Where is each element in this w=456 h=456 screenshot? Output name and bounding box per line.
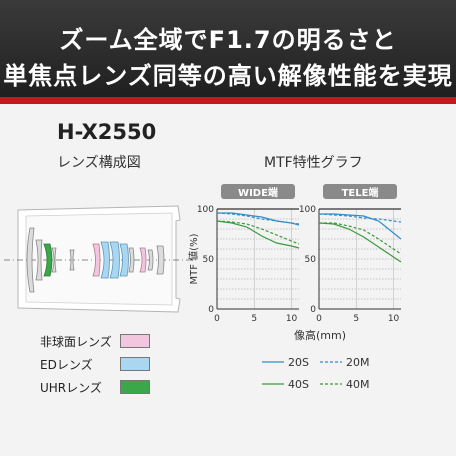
- y-tick-label: 0: [208, 305, 214, 315]
- series-40M-line: [319, 222, 402, 255]
- legend-label-40S: 40S: [288, 378, 309, 391]
- legend-label-20S: 20S: [288, 356, 309, 369]
- lens-element-aspherical-2: [139, 247, 147, 273]
- legend-label-aspherical: 非球面レンズ: [40, 335, 112, 349]
- panel-tab-0: [221, 184, 295, 199]
- lens-element-ed-2: [109, 241, 120, 279]
- mtf-chart-title: MTF特性グラフ: [264, 155, 363, 171]
- lens-element-aspherical-1: [92, 243, 101, 277]
- model-name: H-X2550: [57, 120, 157, 144]
- x-tick-label: 0: [316, 314, 322, 324]
- y-tick-label: 50: [305, 255, 317, 265]
- legend-label-uhr: UHRレンズ: [40, 381, 102, 395]
- x-tick-label: 5: [251, 314, 257, 324]
- panel-tab-1: [323, 184, 397, 199]
- panel-title-0: WIDE端: [238, 186, 278, 199]
- x-axis-label: 像高(mm): [294, 328, 346, 342]
- lens-element-uhr-1: [43, 243, 53, 277]
- lens-diagram-title: レンズ構成図: [57, 155, 141, 171]
- headline-line-2: 単焦点レンズ同等の高い解像性能を実現: [3, 62, 453, 90]
- mtf-charts: WIDE端 0 50 100 0 5 10 MTF 値(%) TELE端 0 50 100 0 5 10 像高…: [187, 184, 402, 391]
- lens-element-1: [26, 227, 35, 293]
- headline-line-1: ズーム全域でF1.7の明るさと: [59, 26, 397, 54]
- legend-swatch-ed: [120, 357, 150, 371]
- legend-swatch-aspherical: [120, 334, 150, 348]
- headline-banner: ズーム全域でF1.7の明るさと 単焦点レンズ同等の高い解像性能を実現: [0, 0, 456, 97]
- lens-element-4: [69, 249, 75, 271]
- x-tick-label: 10: [388, 314, 400, 324]
- x-tick-label: 5: [353, 314, 359, 324]
- lens-element-6: [147, 249, 154, 271]
- lens-element-2: [35, 239, 43, 281]
- lens-element-7: [156, 245, 165, 275]
- y-tick-label: 50: [203, 255, 215, 265]
- accent-bar: [0, 97, 456, 104]
- series-40S-line: [318, 222, 402, 263]
- y-tick-label: 0: [310, 305, 316, 315]
- series-20S-line: [319, 213, 402, 240]
- panel-title-1: TELE端: [342, 186, 379, 199]
- lens-element-ed-1: [100, 241, 110, 279]
- legend-label-ed: EDレンズ: [40, 358, 93, 372]
- x-tick-label: 10: [286, 314, 298, 324]
- legend-label-20M: 20M: [346, 356, 370, 369]
- y-tick-label: 100: [299, 205, 316, 215]
- series-40M-line: [216, 220, 300, 245]
- lens-element-ed-3: [119, 243, 129, 277]
- x-tick-label: 0: [214, 314, 220, 324]
- lens-element-5: [128, 247, 135, 273]
- series-40S-line: [216, 220, 300, 249]
- lens-construction-diagram: [4, 205, 196, 313]
- y-axis-label: MTF 値(%): [187, 233, 200, 284]
- legend-swatch-uhr: [120, 380, 150, 394]
- legend-label-40M: 40M: [346, 378, 370, 391]
- series-20M-line: [216, 212, 300, 225]
- y-tick-label: 100: [197, 205, 214, 215]
- lens-element-3: [51, 247, 57, 273]
